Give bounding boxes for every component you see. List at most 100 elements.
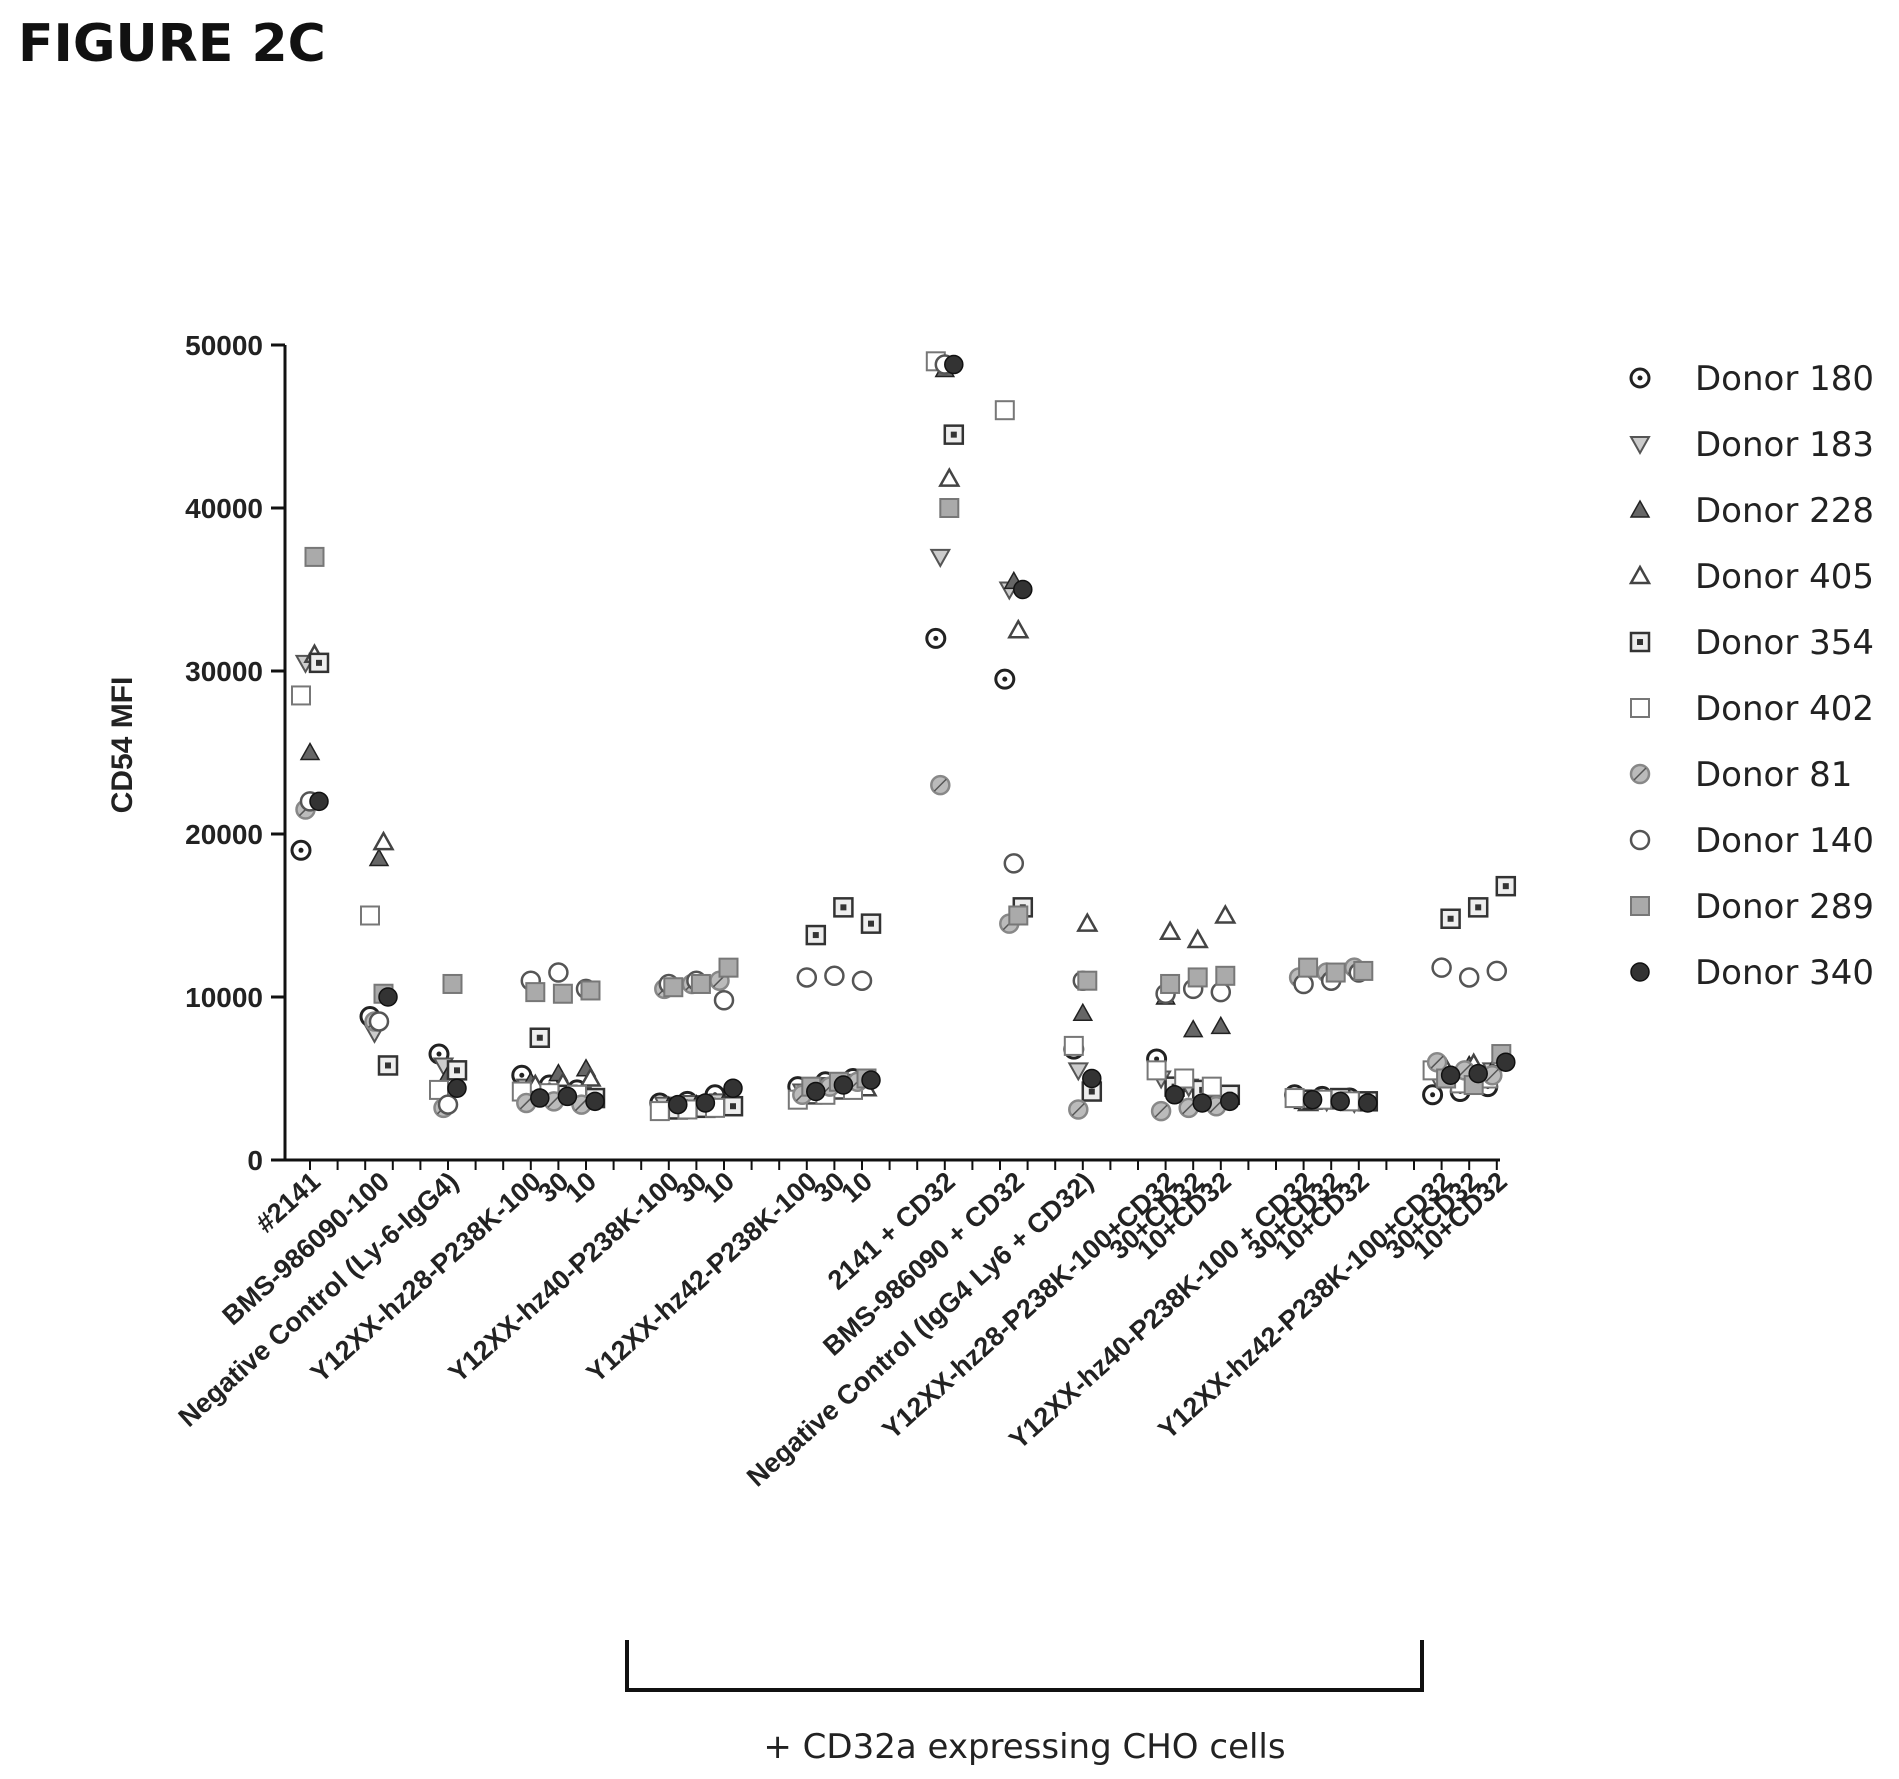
data-point <box>1215 965 1236 986</box>
legend-marker <box>1629 436 1651 456</box>
data-point <box>1067 1062 1090 1082</box>
legend-marker <box>1629 631 1651 653</box>
data-point <box>925 627 947 649</box>
data-point <box>442 973 463 994</box>
data-point <box>1298 957 1319 978</box>
data-point <box>299 741 321 761</box>
legend-entry: Donor 405 <box>1695 557 1874 597</box>
data-point <box>1007 618 1030 639</box>
y-tick-label: 10000 <box>185 982 263 1013</box>
data-point <box>718 957 739 978</box>
data-point <box>1013 579 1033 600</box>
data-point <box>447 1078 467 1099</box>
data-point <box>585 1091 605 1112</box>
data-point <box>1325 962 1346 983</box>
y-tick-label: 50000 <box>185 330 263 361</box>
data-point <box>1486 960 1508 982</box>
data-point <box>1076 912 1099 932</box>
data-point <box>1431 957 1452 978</box>
data-point <box>552 983 573 1004</box>
data-point <box>1182 1019 1204 1038</box>
data-point <box>372 830 395 851</box>
data-point <box>695 1093 716 1113</box>
data-point <box>377 1055 399 1076</box>
data-point <box>929 548 952 568</box>
data-point <box>1293 973 1314 995</box>
data-point <box>579 1066 602 1087</box>
data-point <box>1077 970 1098 991</box>
data-point <box>1220 1091 1240 1112</box>
data-point <box>308 652 330 674</box>
data-point <box>994 400 1015 421</box>
data-point <box>1495 875 1517 897</box>
legend: Donor 180 Donor 183 Donor 228 Donor 405 Dono… <box>1628 359 1874 993</box>
data-point <box>304 546 325 567</box>
legend-marker <box>1628 564 1652 585</box>
data-point <box>446 1060 468 1081</box>
data-point <box>1458 967 1480 988</box>
data-point <box>1467 897 1489 918</box>
data-point <box>668 1094 688 1115</box>
data-point <box>1164 1085 1185 1105</box>
legend-entry: Donor 183 <box>1695 425 1874 465</box>
y-tick-label: 20000 <box>185 819 263 850</box>
legend-marker <box>1629 763 1651 785</box>
data-point <box>851 970 873 991</box>
data-point <box>1353 960 1374 981</box>
data-point <box>1063 1035 1084 1056</box>
data-point <box>663 977 684 998</box>
data-point <box>1082 1068 1102 1089</box>
bracket-line <box>625 1640 1424 1692</box>
y-tick-label: 30000 <box>185 656 263 687</box>
x-ticks <box>309 1160 1498 1170</box>
data-point <box>525 982 546 1003</box>
y-tick-label: 40000 <box>185 493 263 524</box>
data-point <box>580 980 601 1001</box>
category-label: 10 <box>836 1166 878 1208</box>
data-point <box>557 1086 578 1107</box>
data-point <box>368 847 390 867</box>
legend-entry: Donor 354 <box>1695 623 1874 663</box>
data-point <box>548 962 569 983</box>
data-point <box>1440 908 1461 930</box>
data-point <box>530 1088 550 1108</box>
data-point <box>1214 903 1237 924</box>
data-point <box>649 1101 670 1122</box>
data-point <box>291 685 311 706</box>
legend-entry: Donor 340 <box>1695 953 1874 993</box>
y-tick-label: 0 <box>247 1145 263 1176</box>
data-point <box>938 467 961 487</box>
data-point <box>944 354 964 375</box>
data-point <box>1440 1065 1461 1085</box>
legend-marker <box>1630 698 1650 718</box>
data-point <box>1422 1084 1444 1106</box>
data-point <box>994 668 1016 690</box>
data-point <box>368 1011 390 1032</box>
data-point <box>805 924 827 946</box>
legend-entry: Donor 180 <box>1695 359 1874 399</box>
data-point <box>290 839 312 861</box>
legend-entry: Donor 81 <box>1695 755 1852 795</box>
data-point <box>1192 1093 1212 1113</box>
figure-label: FIGURE 2C <box>18 14 326 74</box>
data-point <box>309 791 329 812</box>
legend-entry: Donor 402 <box>1695 689 1874 729</box>
data-point <box>713 990 735 1011</box>
data-point <box>824 965 845 987</box>
bracket-label: + CD32a expressing CHO cells <box>763 1727 1285 1767</box>
legend-marker <box>1629 499 1651 518</box>
data-point <box>1008 905 1029 926</box>
data-point <box>722 1095 744 1117</box>
data-point <box>360 905 380 926</box>
data-point <box>1160 973 1181 994</box>
data-point <box>1468 1063 1488 1084</box>
data-point <box>1146 1060 1167 1081</box>
axes <box>283 345 1500 1162</box>
data-point <box>1187 967 1208 988</box>
category-label: 10 <box>560 1166 602 1208</box>
data-point <box>833 897 854 918</box>
data-point <box>861 1070 881 1090</box>
y-axis-label: CD54 MFI <box>106 677 139 814</box>
legend-entry: Donor 289 <box>1695 887 1874 927</box>
